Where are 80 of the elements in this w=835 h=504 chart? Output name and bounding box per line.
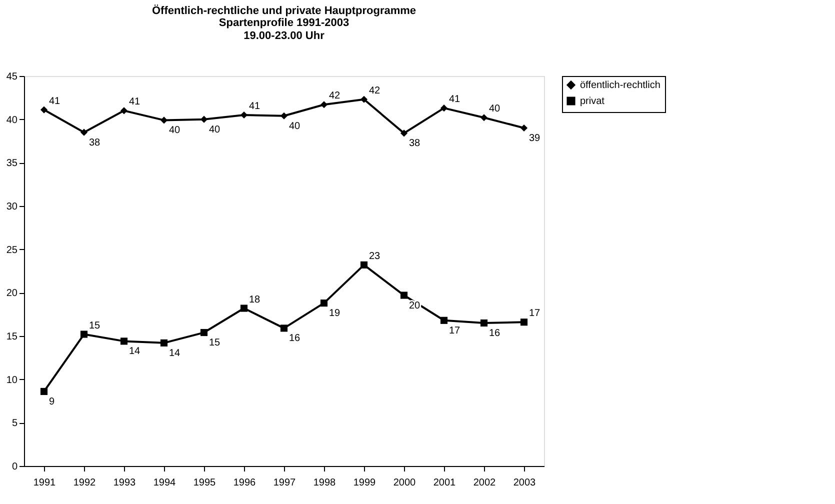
data-label: 17 — [529, 308, 541, 320]
data-label: 16 — [289, 333, 301, 344]
y-tick-label: 45 — [6, 72, 18, 82]
x-tick-label: 1991 — [33, 478, 56, 488]
x-tick-label: 1998 — [313, 478, 336, 488]
data-label: 9 — [49, 396, 55, 408]
data-label: 40 — [209, 124, 221, 136]
point — [80, 128, 88, 136]
data-label: 14 — [169, 348, 181, 359]
data-label: 18 — [249, 294, 261, 306]
point — [240, 304, 248, 312]
point — [40, 106, 48, 114]
x-tick-label: 1994 — [153, 478, 176, 488]
point — [480, 114, 488, 122]
x-tick-label: 1996 — [233, 478, 256, 488]
point — [440, 104, 448, 112]
point — [120, 338, 128, 345]
y-tick-label: 0 — [12, 462, 18, 472]
data-label: 41 — [129, 96, 141, 108]
data-label: 41 — [449, 94, 461, 106]
y-tick-label: 35 — [6, 158, 18, 170]
point — [520, 318, 528, 326]
data-label: 41 — [49, 96, 61, 107]
point — [280, 112, 288, 120]
point — [200, 116, 208, 123]
data-label: 17 — [449, 325, 461, 336]
data-label: 38 — [409, 138, 421, 150]
point — [280, 324, 288, 332]
data-label: 15 — [89, 320, 101, 332]
point — [80, 330, 88, 338]
point — [360, 96, 368, 103]
point — [520, 124, 528, 132]
y-tick-label: 10 — [6, 374, 18, 386]
data-label: 23 — [369, 250, 381, 262]
x-tick-label: 2003 — [513, 478, 536, 488]
point — [400, 292, 408, 299]
data-label: 40 — [489, 104, 501, 115]
x-tick-label: 1997 — [273, 478, 296, 488]
data-label: 15 — [209, 338, 221, 349]
x-tick-label: 2001 — [433, 478, 456, 488]
data-label: 42 — [329, 90, 341, 102]
x-tick-label: 2002 — [473, 478, 496, 488]
x-tick-label: 1999 — [353, 478, 376, 488]
x-tick-label: 1993 — [113, 478, 136, 488]
point — [360, 261, 368, 268]
point — [480, 319, 488, 327]
y-tick-label: 20 — [6, 288, 18, 300]
y-tick-label: 30 — [6, 202, 18, 212]
point — [160, 339, 168, 346]
data-label: 39 — [529, 133, 541, 144]
point — [160, 116, 168, 124]
data-label: 40 — [289, 120, 301, 132]
y-tick-label: 40 — [6, 114, 18, 126]
data-label: 16 — [489, 328, 501, 339]
data-label: 38 — [89, 137, 101, 148]
data-label: 42 — [369, 85, 381, 96]
data-label: 14 — [129, 346, 141, 358]
point — [120, 107, 128, 114]
point — [400, 130, 408, 137]
text: Spartenprofile 1991-2003 — [218, 17, 350, 29]
x-tick-label: 1995 — [193, 478, 216, 488]
y-tick-label: 25 — [6, 244, 18, 256]
point — [40, 388, 48, 395]
point — [320, 101, 328, 108]
point — [240, 111, 248, 119]
point — [320, 300, 328, 307]
y-tick-label: 5 — [12, 418, 18, 430]
data-label: 40 — [169, 125, 181, 136]
y-tick-label: 15 — [6, 332, 18, 342]
data-label: 20 — [409, 300, 421, 312]
x-tick-label: 1992 — [73, 478, 96, 488]
legend-label: öffentlich-rechtlich — [580, 80, 660, 91]
x-tick-label: 2000 — [393, 478, 416, 488]
data-label: 19 — [329, 308, 341, 320]
chart-title: Öffentlich-rechtliche und private Hauptprogramme — [152, 4, 416, 17]
point — [440, 316, 448, 324]
text: 19.00-23.00 Uhr — [244, 30, 324, 42]
legend-label: privat — [580, 96, 605, 107]
point — [200, 328, 208, 336]
data-label: 41 — [249, 101, 261, 112]
